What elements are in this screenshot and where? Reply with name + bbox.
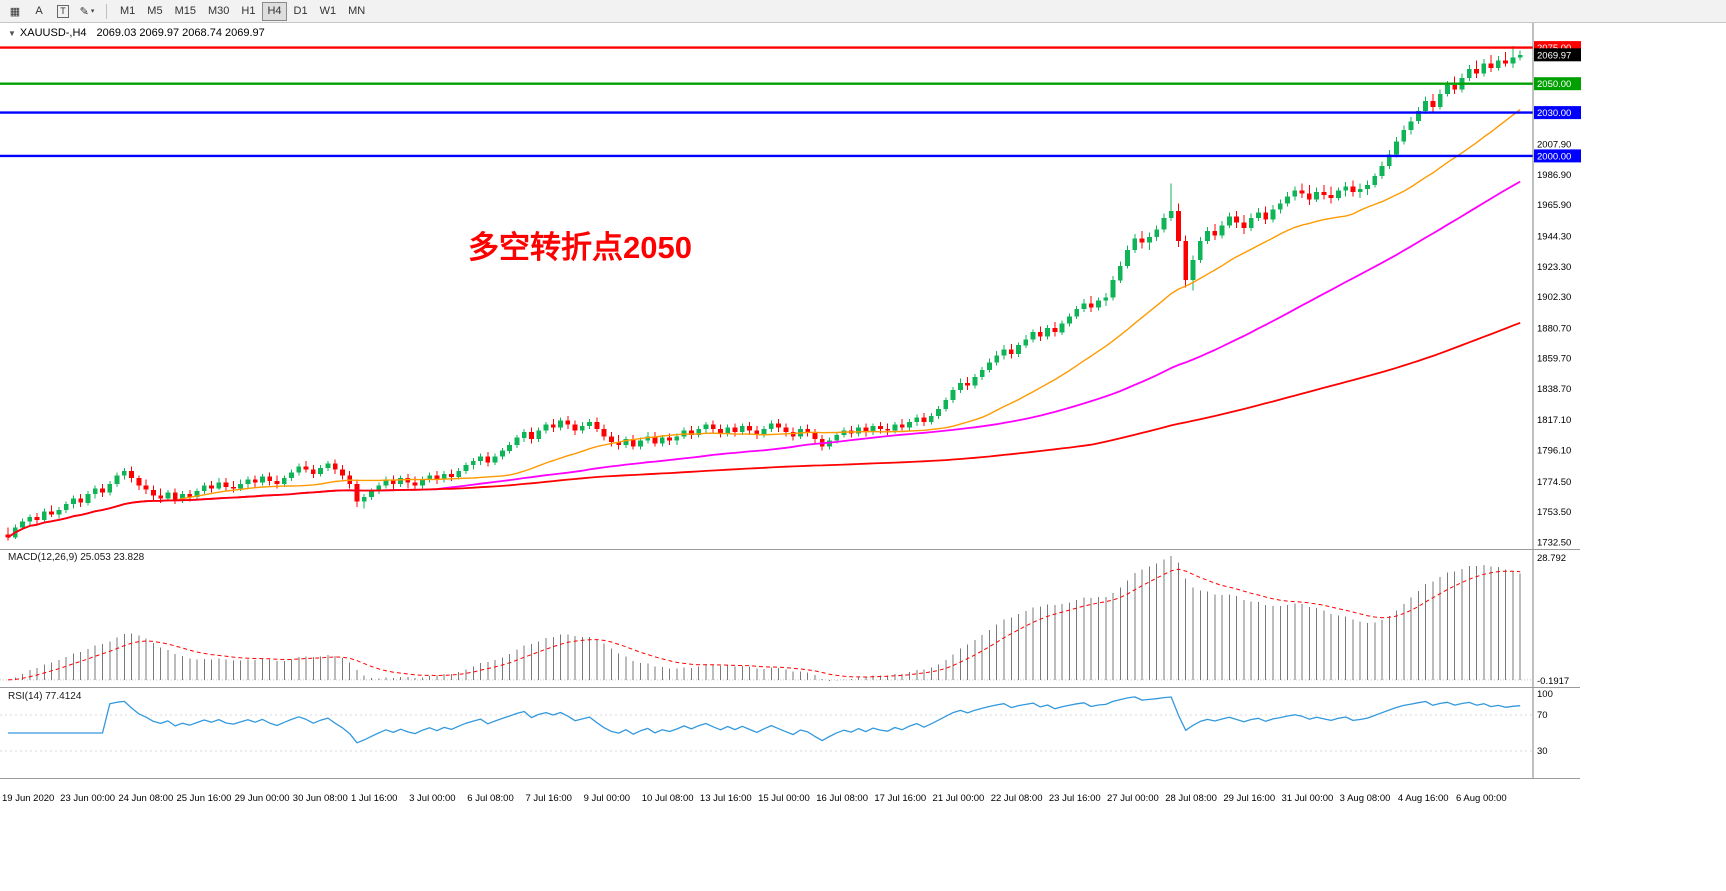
time-axis-label: 28 Jul 08:00 [1165, 793, 1217, 804]
time-axis-label: 23 Jun 00:00 [60, 793, 116, 804]
price-axis-label[interactable]: 1838.70 [1537, 384, 1571, 395]
timeframe-m5-button[interactable]: M5 [142, 2, 167, 21]
time-axis-label: 6 Aug 00:00 [1456, 793, 1507, 804]
time-axis-label: 16 Jul 08:00 [816, 793, 868, 804]
draw-tool-button[interactable]: ✎ ▾ [76, 2, 98, 21]
macd-label: MACD(12,26,9) 25.053 23.828 [8, 552, 145, 563]
time-axis-label: 3 Jul 00:00 [409, 793, 456, 804]
time-axis-label: 19 Jun 2020 [2, 793, 55, 804]
timeframe-mn-button[interactable]: MN [343, 2, 370, 21]
grid-icon: ▦ [9, 5, 21, 18]
time-axis-label: 29 Jun 00:00 [234, 793, 290, 804]
price-axis-label[interactable]: 1753.50 [1537, 507, 1571, 518]
text-box-button[interactable]: T [52, 2, 74, 21]
timeframe-w1-button[interactable]: W1 [315, 2, 342, 21]
toolbar: ▦ A T ✎ ▾ M1 M5 M15 M30 H1 H4 D1 W1 MN [0, 0, 1726, 23]
time-axis-label: 9 Jul 00:00 [583, 793, 631, 804]
price-tag: 2030.00 [1534, 106, 1581, 120]
time-axis-border [0, 778, 1580, 779]
price-axis-label[interactable]: 1774.50 [1537, 477, 1571, 488]
time-axis-label: 21 Jul 00:00 [932, 793, 985, 804]
price-chart-canvas[interactable]: 2007.90 1986.90 1965.90 1944.30 1923.30 1902.… [0, 23, 1726, 549]
timeframe-m1-button[interactable]: M1 [115, 2, 140, 21]
rsi-axis-label: 30 [1537, 746, 1548, 757]
macd-axis-min: -0.1917 [1537, 676, 1569, 687]
timeframe-m15-button[interactable]: M15 [170, 2, 201, 21]
ohlc-values: 2069.03 2069.97 2068.74 2069.97 [96, 27, 265, 39]
time-axis-label: 1 Jul 16:00 [350, 793, 398, 804]
price-axis-label[interactable]: 1796.10 [1537, 446, 1571, 457]
rsi-pane[interactable]: 100 70 30 [0, 688, 1726, 778]
timeframe-h4-button[interactable]: H4 [262, 1, 287, 21]
pane-splitter[interactable] [0, 549, 1580, 550]
macd-pane[interactable]: 28.792 -0.1917 [0, 550, 1726, 687]
rsi-label: RSI(14) 77.4124 [8, 691, 82, 702]
text-label-button[interactable]: A [28, 2, 50, 21]
time-axis-label: 7 Jul 16:00 [525, 793, 572, 804]
price-axis-label[interactable]: 1817.10 [1537, 415, 1571, 426]
draw-icon: ✎ [79, 5, 89, 18]
grid-tool-button[interactable]: ▦ [4, 2, 26, 21]
toolbar-separator [106, 3, 107, 19]
price-axis-label[interactable]: 1880.70 [1537, 323, 1571, 334]
chart-annotation[interactable]: 多空转折点2050 [468, 230, 692, 265]
time-axis-label: 10 Jul 08:00 [641, 793, 694, 804]
svg-text:2069.97: 2069.97 [1537, 50, 1571, 61]
svg-text:2050.00: 2050.00 [1537, 79, 1571, 90]
rsi-axis-label: 70 [1537, 710, 1548, 721]
symbol-label: XAUUSD-,H4 [19, 27, 87, 39]
time-axis-label: 4 Aug 16:00 [1397, 793, 1449, 804]
price-axis-label[interactable]: 1944.30 [1537, 231, 1571, 242]
price-tag: 2069.97 [1534, 48, 1581, 62]
price-axis-label[interactable]: 2007.90 [1537, 140, 1571, 151]
time-axis[interactable]: 19 Jun 2020 23 Jun 00:00 24 Jun 08:00 25 Ju… [0, 779, 1726, 809]
price-axis-label[interactable]: 1732.50 [1537, 538, 1571, 549]
time-axis-label: 30 Jun 08:00 [292, 793, 348, 804]
draw-dropdown-icon: ▾ [90, 8, 95, 15]
time-axis-label: 25 Jun 16:00 [176, 793, 232, 804]
text-label-icon: A [35, 5, 43, 17]
timeframe-m30-button[interactable]: M30 [203, 2, 234, 21]
svg-text:2030.00: 2030.00 [1537, 108, 1571, 119]
timeframe-d1-button[interactable]: D1 [289, 2, 313, 21]
svg-text:2000.00: 2000.00 [1537, 151, 1571, 162]
price-axis-label[interactable]: 1902.30 [1537, 292, 1571, 303]
collapse-arrow-icon[interactable]: ▼ [8, 29, 16, 38]
text-box-icon: T [57, 4, 69, 18]
timeframe-h1-button[interactable]: H1 [236, 2, 260, 21]
time-axis-label: 27 Jul 00:00 [1107, 793, 1159, 804]
pane-splitter[interactable] [0, 687, 1580, 688]
time-axis-label: 29 Jul 16:00 [1223, 793, 1276, 804]
price-axis-label[interactable]: 1986.90 [1537, 170, 1571, 181]
price-axis-label[interactable]: 1923.30 [1537, 262, 1571, 273]
price-axis-label[interactable]: 1859.70 [1537, 354, 1571, 365]
time-axis-label: 31 Jul 00:00 [1281, 793, 1334, 804]
rsi-axis-label: 100 [1537, 689, 1553, 700]
time-axis-label: 3 Aug 08:00 [1339, 793, 1391, 804]
time-axis-label: 24 Jun 08:00 [118, 793, 174, 804]
price-tag: 2050.00 [1534, 77, 1581, 91]
time-axis-label: 23 Jul 16:00 [1048, 793, 1101, 804]
time-axis-label: 15 Jul 00:00 [758, 793, 810, 804]
price-tag: 2000.00 [1534, 149, 1581, 163]
time-axis-label: 17 Jul 16:00 [874, 793, 927, 804]
time-axis-label: 6 Jul 08:00 [467, 793, 514, 804]
time-axis-label: 22 Jul 08:00 [990, 793, 1043, 804]
time-axis-label: 13 Jul 16:00 [699, 793, 752, 804]
chart-header: ▼ XAUUSD-,H4 2069.03 2069.97 2068.74 2069.… [8, 27, 265, 39]
macd-axis-max: 28.792 [1537, 553, 1566, 564]
price-axis-label[interactable]: 1965.90 [1537, 200, 1571, 211]
